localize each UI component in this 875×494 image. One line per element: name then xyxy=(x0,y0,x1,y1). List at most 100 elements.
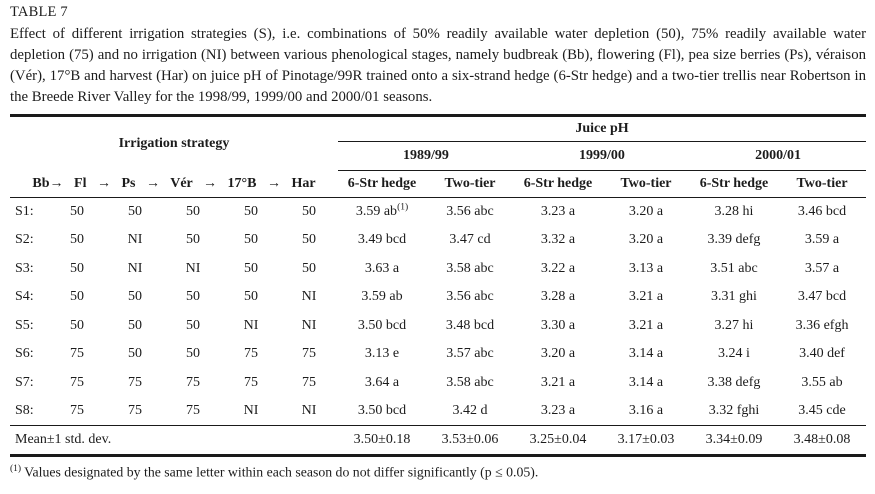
mean-row-label: Mean±1 std. dev. xyxy=(10,425,338,456)
interval-value: 75 xyxy=(186,403,200,418)
data-table: Irrigation strategy Juice pH 1989/99 199… xyxy=(10,114,867,457)
mean-value: 3.17±0.03 xyxy=(602,425,690,456)
ph-value: 3.32 a xyxy=(540,232,576,248)
interval-value: 50 xyxy=(244,289,258,305)
ph-value: 3.47 cd xyxy=(449,232,491,248)
ph-value: 3.14 a xyxy=(628,374,664,390)
interval-value: NI xyxy=(301,317,317,333)
ph-value: 3.38 defg xyxy=(707,374,761,390)
ph-value: 3.46 bcd xyxy=(797,204,847,219)
ph-value: 3.21 a xyxy=(628,317,664,333)
interval-value: 50 xyxy=(302,260,316,276)
irrigation-strategy-header: Irrigation strategy xyxy=(118,135,230,151)
strategy-label: S5: xyxy=(15,317,34,333)
ph-value: 3.48 bcd xyxy=(445,317,495,333)
interval-value: NI xyxy=(243,403,259,418)
interval-value: 50 xyxy=(128,289,142,305)
interval-value: 75 xyxy=(186,374,200,390)
ph-value: 3.45 cde xyxy=(798,403,846,418)
interval-value: 75 xyxy=(70,403,84,418)
interval-value: 75 xyxy=(70,374,84,390)
ph-value: 3.28 a xyxy=(540,289,576,305)
ph-value: 3.58 abc xyxy=(446,374,494,390)
ph-value: 3.23 a xyxy=(540,204,576,219)
ph-value: 3.16 a xyxy=(628,403,664,418)
interval-value: 50 xyxy=(244,260,258,276)
header-row-seasons: 1989/99 1999/00 2000/01 xyxy=(10,141,867,171)
interval-value: 50 xyxy=(186,289,200,305)
phenological-stages-header: Bb→ Fl → Ps → Vér → 17°B → Har xyxy=(10,170,338,198)
header-row-group: Irrigation strategy Juice pH xyxy=(10,115,867,151)
trellis-column-header: Two-tier xyxy=(778,170,867,198)
ph-value: 3.56 abc xyxy=(446,204,494,219)
ph-value: 3.64 a xyxy=(364,374,400,390)
ph-value: 3.20 a xyxy=(628,204,664,219)
interval-value: 50 xyxy=(244,232,258,248)
interval-value: 50 xyxy=(186,317,200,333)
ph-value: 3.22 a xyxy=(540,260,576,276)
ph-value: 3.47 bcd xyxy=(797,289,847,305)
interval-value: 50 xyxy=(70,260,84,276)
mean-value: 3.53±0.06 xyxy=(426,425,514,456)
ph-value: 3.55 ab xyxy=(801,374,843,390)
table-label: TABLE 7 xyxy=(10,4,68,20)
ph-value: 3.32 fghi xyxy=(708,403,760,418)
ph-value: 3.21 a xyxy=(540,374,576,390)
header-row-columns: Bb→ Fl → Ps → Vér → 17°B → Har 6-Str hed… xyxy=(10,170,867,198)
strategy-label: S3: xyxy=(15,260,34,276)
footnote-text: Values designated by the same letter wit… xyxy=(24,464,539,480)
table-row: S6: 75 50 50 75 75 3.13 e 3.57 abc 3.20 a 3.14 a 3… xyxy=(10,340,866,369)
ph-value: 3.30 a xyxy=(540,317,576,333)
ph-value: 3.58 abc xyxy=(446,260,494,276)
interval-value: 50 xyxy=(302,204,316,219)
interval-value: 50 xyxy=(128,204,142,219)
interval-value: 50 xyxy=(70,317,84,333)
ph-value: 3.13 a xyxy=(628,260,664,276)
ph-value: 3.14 a xyxy=(628,346,664,362)
trellis-column-header: 6-Str hedge xyxy=(690,170,778,198)
interval-value: 75 xyxy=(244,346,258,362)
ph-value: 3.50 bcd xyxy=(357,403,407,418)
interval-value: 50 xyxy=(128,346,142,362)
mean-value: 3.50±0.18 xyxy=(338,425,426,456)
mean-row: Mean±1 std. dev. 3.50±0.18 3.53±0.06 3.25±0… xyxy=(10,425,867,456)
interval-value: 50 xyxy=(70,289,84,305)
ph-value: 3.63 a xyxy=(364,260,400,276)
ph-value: 3.31 ghi xyxy=(711,289,757,305)
trellis-column-header: Two-tier xyxy=(426,170,514,198)
ph-value: 3.50 bcd xyxy=(357,317,407,333)
juice-ph-header: Juice pH xyxy=(338,115,867,142)
footnote-marker: (1) xyxy=(397,202,409,213)
ph-value: 3.24 i xyxy=(718,346,750,362)
strategy-label: S6: xyxy=(15,346,34,362)
ph-value: 3.59 ab xyxy=(361,289,403,305)
interval-value: 75 xyxy=(302,346,316,362)
table-footnote: (1) Values designated by the same letter … xyxy=(10,464,866,481)
ph-value: 3.39 defg xyxy=(707,232,761,248)
mean-value: 3.34±0.09 xyxy=(690,425,778,456)
interval-value: 75 xyxy=(244,374,258,390)
ph-value: 3.51 abc xyxy=(710,260,758,276)
ph-value: 3.28 hi xyxy=(714,204,754,219)
ph-value: 3.59 ab(1) xyxy=(355,202,409,219)
mean-value: 3.25±0.04 xyxy=(514,425,602,456)
interval-value: 50 xyxy=(128,317,142,333)
season-header: 1999/00 xyxy=(514,141,690,171)
ph-value: 3.20 a xyxy=(628,232,664,248)
footnote-marker: (1) xyxy=(10,464,22,474)
ph-value: 3.21 a xyxy=(628,289,664,305)
interval-value: NI xyxy=(185,260,201,276)
interval-value: 50 xyxy=(244,204,258,219)
table-row: S2: 50 NI 50 50 50 3.49 bcd 3.47 cd 3.32 a 3.20 a… xyxy=(10,226,866,255)
season-header: 1989/99 xyxy=(338,141,514,171)
interval-value: NI xyxy=(243,317,259,333)
table-row: S7: 75 75 75 75 75 3.64 a 3.58 abc 3.21 a 3.14 a 3… xyxy=(10,369,866,398)
mean-value: 3.48±0.08 xyxy=(778,425,867,456)
strategy-label: S2: xyxy=(15,232,34,248)
ph-value: 3.42 d xyxy=(452,403,488,418)
ph-value: 3.13 e xyxy=(364,346,400,362)
interval-value: 75 xyxy=(302,374,316,390)
table-row: S3: 50 NI NI 50 50 3.63 a 3.58 abc 3.22 a 3.13 a 3… xyxy=(10,255,866,284)
trellis-column-header: 6-Str hedge xyxy=(514,170,602,198)
interval-value: 50 xyxy=(186,346,200,362)
